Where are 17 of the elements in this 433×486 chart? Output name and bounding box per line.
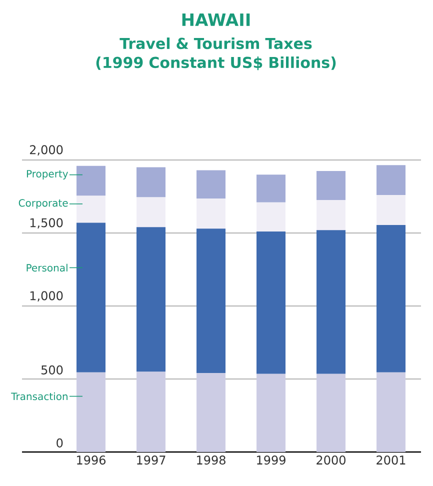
y-tick-label: 1,000	[30, 291, 63, 302]
x-tick-label: 1997	[137, 456, 166, 465]
x-tick-label: 1999	[257, 456, 286, 465]
series-label: Property	[26, 170, 68, 180]
y-tick-label: 500	[41, 365, 63, 374]
x-tick-label: 1996	[77, 456, 106, 465]
x-tick-label: 2000	[316, 456, 346, 465]
series-label: Transaction	[11, 392, 68, 400]
x-tick-label: 2001	[376, 456, 406, 465]
chart-subtitle: Travel & Tourism Taxes (1999 Constant US$ Billions)	[96, 38, 336, 70]
y-tick-label: 0	[56, 438, 63, 448]
y-tick-label: 2,000	[30, 145, 63, 156]
x-tick-label: 1998	[197, 456, 226, 465]
y-tick-label: 1,500	[30, 218, 63, 228]
series-label: Personal	[26, 264, 68, 272]
series-label: Corporate	[18, 199, 68, 209]
chart-title: HAWAII	[182, 14, 250, 26]
